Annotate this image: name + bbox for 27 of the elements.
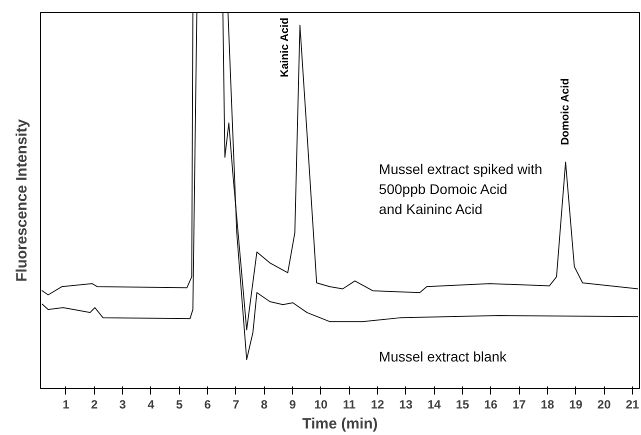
text: Mussel extract blank xyxy=(378,348,508,364)
x-tick-label: 1 xyxy=(62,398,70,412)
x-tick-label: 12 xyxy=(370,398,385,412)
x-tick-label: 7 xyxy=(232,398,240,412)
x-tick-label: 9 xyxy=(289,398,296,412)
x-tick-label: 5 xyxy=(176,398,183,412)
x-tick-label: 2 xyxy=(90,398,98,412)
x-tick-label: 17 xyxy=(512,398,526,412)
x-tick-label: 10 xyxy=(314,398,328,412)
x-tick-label: 18 xyxy=(540,398,554,412)
x-tick-label: 8 xyxy=(260,398,268,412)
annotation: Domoic Acid xyxy=(560,78,572,146)
x-tick-label: 14 xyxy=(427,398,442,412)
x-tick-label: 20 xyxy=(597,398,612,412)
x-tick-label: 21 xyxy=(626,398,640,412)
x-tick-label: 6 xyxy=(204,398,212,412)
x-tick-label: 11 xyxy=(342,398,356,412)
x-tick-label: 3 xyxy=(119,398,126,412)
x-tick-label: 15 xyxy=(456,398,470,412)
y-axis-title: Fluorescence Intensity xyxy=(14,118,30,282)
series-label: Mussel extract spiked with 500ppb Domoic Acid and Kaininc Acid xyxy=(378,161,542,218)
x-tick-label: 4 xyxy=(148,398,155,412)
x-tick-label: 13 xyxy=(399,398,413,412)
annotation: Kainic Acid xyxy=(278,18,291,78)
x-tick-label: 16 xyxy=(484,398,498,412)
x-axis-title: Time (min) xyxy=(302,416,378,432)
x-tick-label: 19 xyxy=(569,398,583,412)
